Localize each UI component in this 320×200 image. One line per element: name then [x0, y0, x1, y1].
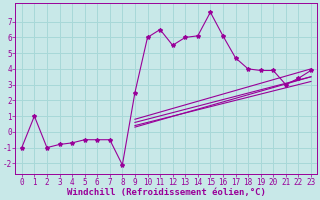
X-axis label: Windchill (Refroidissement éolien,°C): Windchill (Refroidissement éolien,°C): [67, 188, 266, 197]
